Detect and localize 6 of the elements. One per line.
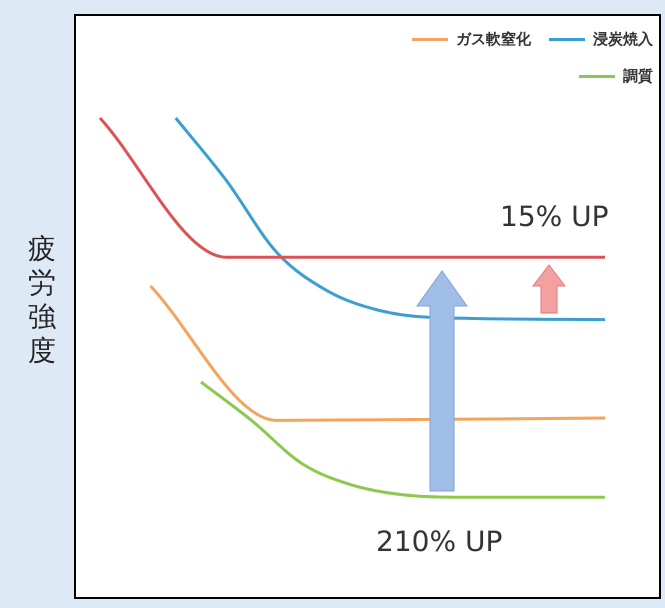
annotation: 210% UP — [376, 525, 502, 558]
legend-label: 調質 — [623, 67, 653, 86]
annotation: 15% UP — [500, 200, 609, 233]
y-axis-title: 疲労強度 — [28, 232, 57, 368]
legend-label: 浸炭焼入 — [593, 30, 653, 49]
legend-label: ガス軟窒化 — [456, 30, 531, 49]
